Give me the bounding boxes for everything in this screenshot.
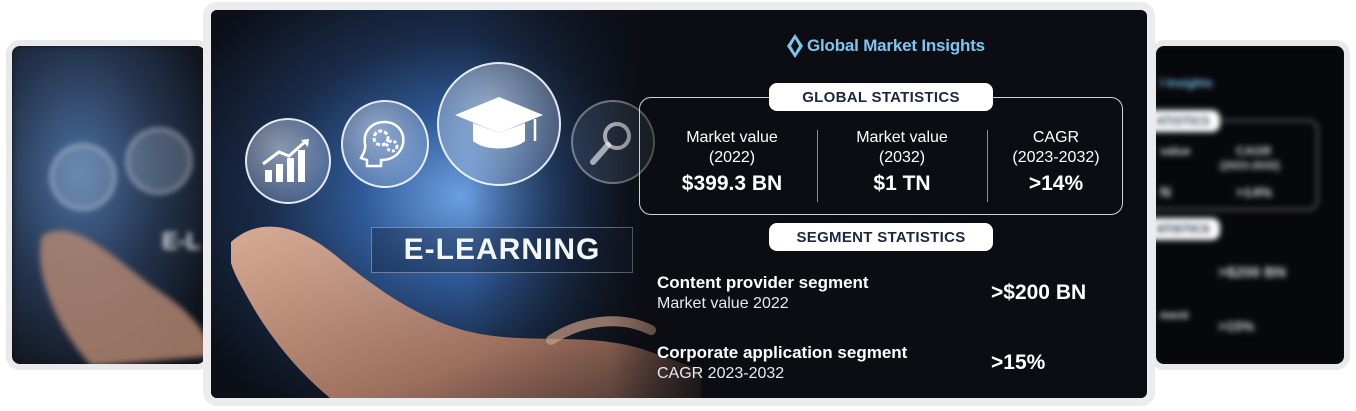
segment-value: >15% bbox=[991, 351, 1046, 374]
brand-name: Global Market Insights bbox=[807, 36, 985, 55]
ghost-elearning-label: E-L bbox=[162, 228, 201, 255]
ghost-hand bbox=[40, 230, 205, 364]
segment-subtitle: CAGR 2023-2032 bbox=[657, 365, 785, 382]
brand-logo[interactable]: Global Market Insights bbox=[787, 34, 985, 58]
previous-slide-image: E-L bbox=[12, 46, 205, 364]
stat-label-line1: Market value bbox=[686, 129, 778, 146]
ghost-global-pill: ATISTICS bbox=[1156, 110, 1220, 132]
ghost-cagr: CAGR bbox=[1236, 144, 1272, 158]
growth-chart-icon bbox=[245, 118, 331, 204]
stat-market-value-2032: Market value (2032) $1 TN bbox=[827, 128, 977, 196]
ghost-cagr-value: >14% bbox=[1236, 184, 1273, 200]
segment-title: Corporate application segment bbox=[657, 343, 908, 362]
stat-label-line2: (2023-2032) bbox=[1012, 149, 1100, 166]
segment-statistics-heading: SEGMENT STATISTICS bbox=[769, 223, 993, 251]
ghost-cagr-range: (2023-2032) bbox=[1220, 160, 1280, 172]
ghost-chart-icon bbox=[50, 144, 116, 210]
stat-divider bbox=[817, 130, 818, 202]
segment-title: Content provider segment bbox=[657, 273, 869, 292]
brand-mark-icon bbox=[787, 34, 803, 58]
stat-label-line1: Market value bbox=[856, 129, 948, 146]
stat-label-line2: (2032) bbox=[878, 149, 926, 166]
segment-subtitle: Market value 2022 bbox=[657, 295, 789, 312]
previous-slide-card[interactable]: E-L bbox=[6, 40, 211, 370]
ghost-brand: l Insights bbox=[1160, 76, 1213, 90]
stat-value: >14% bbox=[1028, 172, 1084, 195]
stat-divider bbox=[987, 130, 988, 202]
current-slide-card: E-LEARNING Global Market Insights GLOBAL… bbox=[203, 2, 1155, 406]
elearning-label: E-LEARNING bbox=[371, 227, 633, 273]
graduation-cap-icon bbox=[437, 62, 561, 186]
gears-head-icon bbox=[341, 100, 429, 188]
next-slide-image: l Insights ATISTICS value N CAGR (2023-2… bbox=[1156, 46, 1344, 364]
ghost-seg-frag: ment bbox=[1160, 308, 1189, 322]
segment-content-provider: Content provider segment Market value 20… bbox=[657, 272, 869, 314]
stat-label-line1: CAGR bbox=[1032, 129, 1080, 146]
next-slide-card[interactable]: l Insights ATISTICS value N CAGR (2023-2… bbox=[1150, 40, 1350, 370]
ghost-stat-box bbox=[1156, 120, 1318, 210]
ghost-label: value bbox=[1160, 144, 1191, 158]
stat-label-line2: (2022) bbox=[708, 149, 756, 166]
ghost-seg-value-1: >$200 BN bbox=[1218, 264, 1286, 281]
global-statistics-heading: GLOBAL STATISTICS bbox=[769, 83, 993, 111]
ghost-value: N bbox=[1160, 184, 1171, 201]
segment-value: >$200 BN bbox=[991, 281, 1087, 304]
stat-value: $399.3 BN bbox=[681, 172, 783, 195]
stat-cagr: CAGR (2023-2032) >14% bbox=[981, 128, 1131, 196]
ghost-segment-pill: ATISTICS bbox=[1156, 218, 1220, 240]
ghost-seg-value-2: >15% bbox=[1218, 318, 1255, 334]
stat-value: $1 TN bbox=[873, 172, 931, 195]
stat-market-value-2022: Market value (2022) $399.3 BN bbox=[657, 128, 807, 196]
hero-fade bbox=[611, 10, 731, 398]
ghost-gears-icon bbox=[126, 128, 192, 194]
segment-corporate-application: Corporate application segment CAGR 2023-… bbox=[657, 342, 907, 384]
